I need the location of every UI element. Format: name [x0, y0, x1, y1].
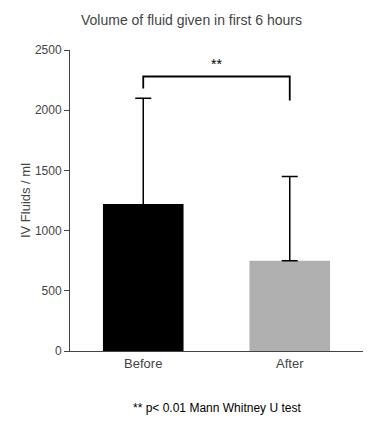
svg-text:**: ** — [211, 56, 222, 72]
svg-text:2000: 2000 — [35, 103, 62, 117]
svg-text:IV Fluids / ml: IV Fluids / ml — [18, 163, 33, 238]
svg-text:500: 500 — [42, 284, 62, 298]
svg-text:Before: Before — [124, 356, 162, 371]
svg-text:1500: 1500 — [35, 164, 62, 178]
svg-text:1000: 1000 — [35, 224, 62, 238]
svg-text:After: After — [276, 356, 304, 371]
svg-text:** p< 0.01 Mann Whitney U test: ** p< 0.01 Mann Whitney U test — [133, 401, 301, 415]
svg-text:2500: 2500 — [35, 43, 62, 57]
svg-text:Volume of fluid given in first: Volume of fluid given in first 6 hours — [81, 12, 302, 28]
svg-text:0: 0 — [55, 344, 62, 358]
